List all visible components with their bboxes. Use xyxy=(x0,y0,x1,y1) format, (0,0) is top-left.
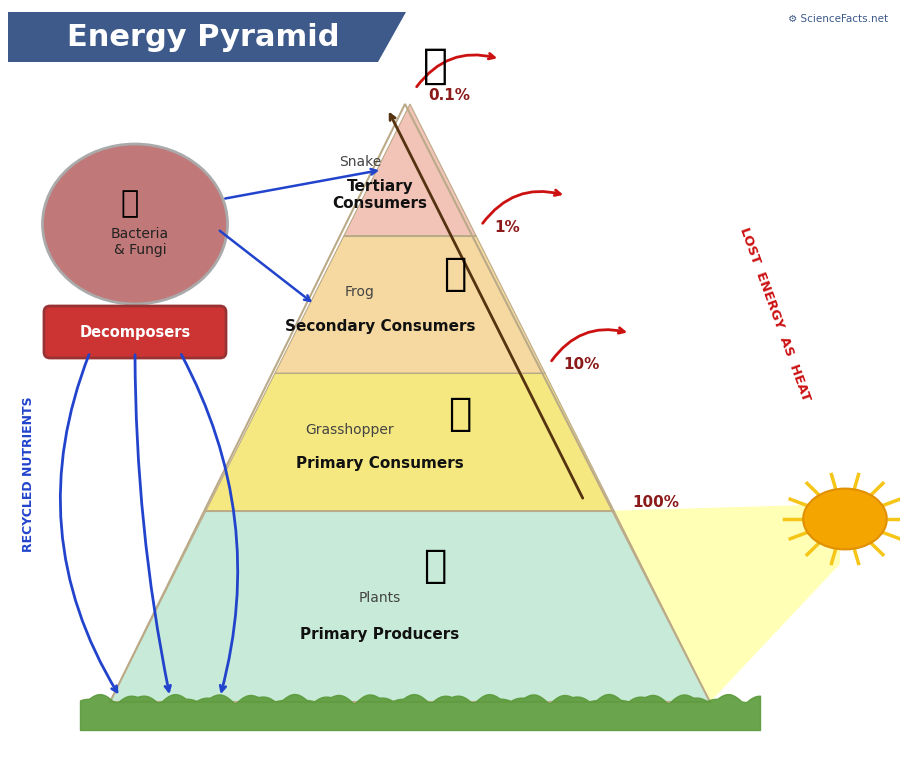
Text: Bacteria
& Fungi: Bacteria & Fungi xyxy=(111,227,169,257)
Text: Energy Pyramid: Energy Pyramid xyxy=(67,22,339,52)
Text: 🐸: 🐸 xyxy=(444,255,467,293)
Polygon shape xyxy=(206,373,614,511)
Text: Secondary Consumers: Secondary Consumers xyxy=(284,319,475,334)
Text: Decomposers: Decomposers xyxy=(79,324,191,340)
Text: 100%: 100% xyxy=(632,495,679,509)
Text: Plants: Plants xyxy=(359,591,401,605)
Text: Tertiary
Consumers: Tertiary Consumers xyxy=(332,179,428,211)
Text: 🦗: 🦗 xyxy=(448,395,472,433)
Polygon shape xyxy=(8,12,406,62)
Text: 🌹: 🌹 xyxy=(423,547,446,585)
Text: 1%: 1% xyxy=(494,220,520,235)
Text: 0.1%: 0.1% xyxy=(428,88,470,103)
Text: Frog: Frog xyxy=(345,286,375,300)
Text: Grasshopper: Grasshopper xyxy=(306,423,394,437)
Text: Primary Consumers: Primary Consumers xyxy=(296,457,464,471)
Polygon shape xyxy=(110,511,710,702)
Text: LOST  ENERGY  AS  HEAT: LOST ENERGY AS HEAT xyxy=(737,225,813,402)
Ellipse shape xyxy=(803,488,886,550)
Text: RECYCLED NUTRIENTS: RECYCLED NUTRIENTS xyxy=(22,396,34,552)
Polygon shape xyxy=(614,504,840,702)
Text: Primary Producers: Primary Producers xyxy=(301,627,460,642)
Text: 🍄: 🍄 xyxy=(121,190,140,218)
Ellipse shape xyxy=(42,144,228,304)
Text: Snake: Snake xyxy=(339,155,381,169)
Text: 10%: 10% xyxy=(563,357,599,372)
Polygon shape xyxy=(275,235,545,373)
Polygon shape xyxy=(344,104,476,235)
Text: ⚙ ScienceFacts.net: ⚙ ScienceFacts.net xyxy=(788,14,888,24)
FancyBboxPatch shape xyxy=(44,306,226,358)
Text: 🐍: 🐍 xyxy=(422,45,447,87)
